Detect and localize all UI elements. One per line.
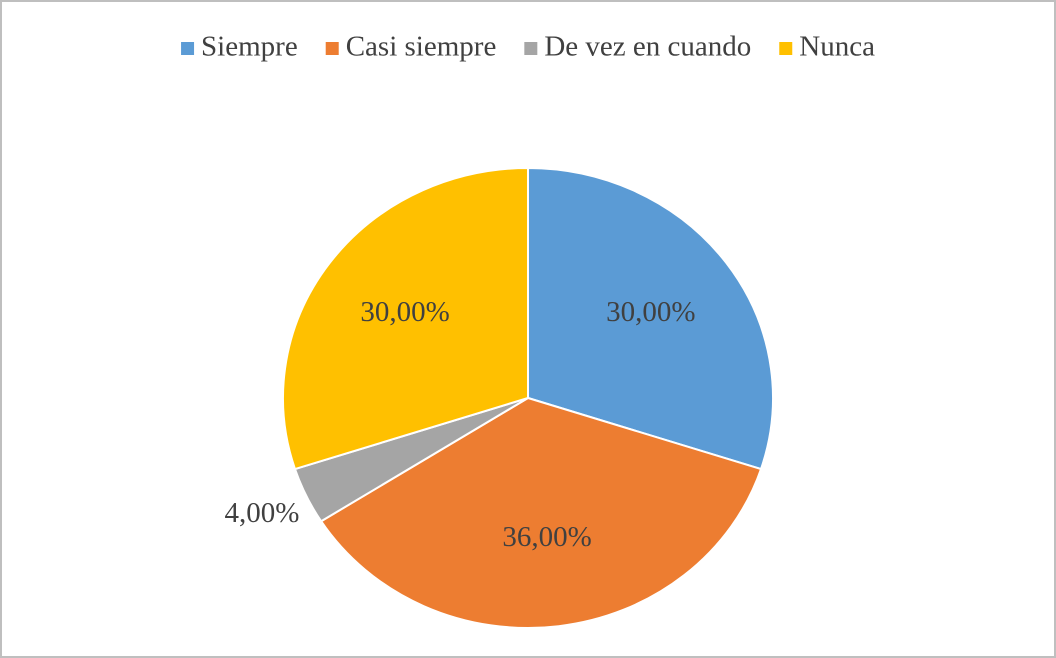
legend-marker [181, 42, 195, 55]
legend-text: De vez en cuando [544, 31, 751, 63]
legend-marker [325, 42, 339, 55]
legend-text: Nunca [799, 31, 875, 63]
value-label: 30,00% [360, 296, 449, 328]
legend-text: Siempre [201, 31, 298, 63]
legend: Siempre Casi siempre De vez en cuando Nunca [181, 31, 875, 63]
value-label: 30,00% [606, 296, 695, 328]
legend-marker [779, 42, 793, 55]
value-label: 36,00% [502, 521, 591, 553]
pie-slice [527, 166, 774, 471]
legend-text: Casi siempre [346, 31, 497, 63]
pie-slice [319, 396, 763, 629]
legend-marker [524, 42, 538, 55]
pie-slice [282, 166, 529, 471]
value-label: 4,00% [225, 497, 300, 529]
